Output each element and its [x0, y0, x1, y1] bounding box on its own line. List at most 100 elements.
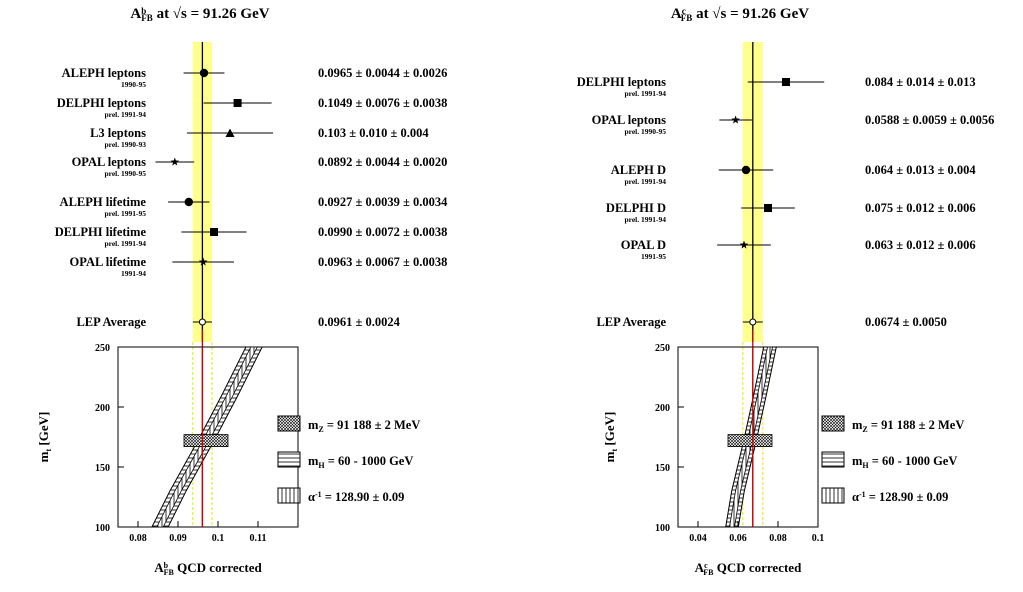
- measurement-name: DELPHI leptons: [57, 96, 146, 110]
- panel-title-sub: FB: [681, 13, 693, 23]
- x-axis-label: Ab FB QCD corrected: [154, 560, 262, 577]
- marker-square: [233, 99, 242, 107]
- legend-swatch-vertical: [277, 487, 301, 504]
- legend-label-sup: -1: [315, 490, 322, 499]
- measurement-note: prel. 1991-95: [104, 209, 146, 218]
- legend-label-rest: = 128.90 ± 0.09: [866, 490, 949, 504]
- measurement-note: prel. 1991-94: [104, 110, 146, 119]
- legend-label-rest: = 60 - 1000 GeV: [325, 454, 414, 468]
- average-value: 0.0674 ± 0.0050: [865, 315, 947, 329]
- measurement-note: prel. 1991-94: [624, 177, 666, 186]
- legend-label: mZ = 91 188 ± 2 MeV: [308, 418, 420, 434]
- measurement-value: 0.0892 ± 0.0044 ± 0.0020: [318, 155, 447, 169]
- y-tick-label: 100: [655, 523, 670, 534]
- marker-circle: [741, 165, 751, 175]
- average-name: LEP Average: [76, 315, 146, 329]
- average-marker: [198, 318, 206, 326]
- x-axis-label-sup: c: [704, 561, 708, 570]
- measurement-value: 0.1049 ± 0.0076 ± 0.0038: [318, 96, 447, 110]
- measurement-name: ALEPH leptons: [62, 66, 147, 80]
- legend-label-base: m: [308, 418, 319, 432]
- marker-square: [210, 228, 218, 236]
- y-axis-label-sub: t: [610, 449, 619, 452]
- sm-band-mz: [727, 434, 773, 448]
- x-tick-label: 0.08: [129, 533, 147, 544]
- marker-square: [764, 204, 772, 212]
- y-tick-label: 250: [655, 343, 670, 354]
- y-axis-label-rest: [GeV]: [36, 412, 51, 449]
- panel-title: Ab FB at √s = 91.26 GeV: [130, 6, 269, 23]
- measurement-name: DELPHI lifetime: [55, 225, 147, 239]
- average-value: 0.0961 ± 0.0024: [318, 315, 401, 329]
- panel-title-base: A: [671, 6, 682, 22]
- legend-label-rest: = 128.90 ± 0.09: [322, 490, 405, 504]
- x-axis-label-rest: QCD corrected: [713, 560, 802, 575]
- y-tick-label: 200: [95, 403, 110, 414]
- panel-title-sup: b: [141, 6, 146, 16]
- marker-star: [731, 115, 740, 124]
- panel-0: Ab FB at √s = 91.26 GeV ALEPH leptons1990-…: [36, 6, 448, 577]
- x-tick-label: 0.09: [169, 533, 187, 544]
- y-tick-label: 200: [655, 403, 670, 414]
- y-axis-label-base: m: [602, 451, 617, 462]
- lep-average-row: LEP Average 0.0674 ± 0.0050: [596, 315, 946, 329]
- x-axis-label: Ac FB QCD corrected: [695, 560, 802, 577]
- legend-label-base: α: [852, 490, 859, 504]
- y-axis-label-sub: t: [44, 449, 53, 452]
- measurement-name: ALEPH D: [611, 163, 666, 177]
- measurement-note: 1990-95: [121, 80, 146, 89]
- x-axis-label-rest: QCD corrected: [174, 560, 263, 575]
- legend-swatch-crosshatch: [277, 415, 301, 432]
- legend-label-sup: -1: [859, 490, 866, 499]
- measurement-note: prel. 1991-94: [624, 215, 666, 224]
- measurement-value: 0.0990 ± 0.0072 ± 0.0038: [318, 225, 447, 239]
- legend-label-base: m: [852, 454, 863, 468]
- marker-square: [782, 78, 790, 86]
- marker-circle: [184, 197, 193, 207]
- measurement-name: OPAL D: [621, 238, 666, 252]
- average-marker: [749, 318, 757, 326]
- measurement-name: OPAL lifetime: [70, 255, 147, 269]
- panel-title-sup: c: [682, 6, 686, 16]
- legend-label: mZ = 91 188 ± 2 MeV: [852, 418, 964, 434]
- x-axis-label-sub: FB: [164, 568, 175, 577]
- plot-frame: [117, 346, 299, 528]
- x-axis-label-base: A: [695, 560, 705, 575]
- legend-label-base: α: [308, 490, 315, 504]
- lep-average-row: LEP Average 0.0961 ± 0.0024: [76, 315, 400, 329]
- legend-swatch-horizontal: [277, 451, 301, 468]
- legend-label: mH = 60 - 1000 GeV: [852, 454, 957, 470]
- x-tick-label: 0.06: [729, 533, 747, 544]
- legend-label-sub: H: [318, 461, 325, 470]
- measurement-value: 0.063 ± 0.012 ± 0.006: [865, 238, 976, 252]
- measurement-value: 0.075 ± 0.012 ± 0.006: [865, 201, 976, 215]
- measurement-note: prel. 1990-95: [624, 127, 666, 136]
- x-axis-label-base: A: [154, 560, 164, 575]
- x-tick-label: 0.1: [812, 533, 825, 544]
- marker-star: [198, 257, 208, 266]
- x-axis-label-sub: FB: [703, 568, 714, 577]
- legend-swatch-vertical: [821, 487, 845, 504]
- marker-triangle: [225, 128, 235, 137]
- legend-label-sub: H: [862, 461, 869, 470]
- legend-swatch-crosshatch: [821, 415, 845, 432]
- y-tick-label: 250: [95, 343, 110, 354]
- legend-label-sub: Z: [318, 425, 323, 434]
- x-tick-label: 0.08: [769, 533, 787, 544]
- legend-label-rest: = 91 188 ± 2 MeV: [324, 418, 421, 432]
- measurement-value: 0.064 ± 0.013 ± 0.004: [865, 163, 976, 177]
- legend-label: α-1 = 128.90 ± 0.09: [308, 490, 404, 504]
- y-tick-label: 150: [655, 463, 670, 474]
